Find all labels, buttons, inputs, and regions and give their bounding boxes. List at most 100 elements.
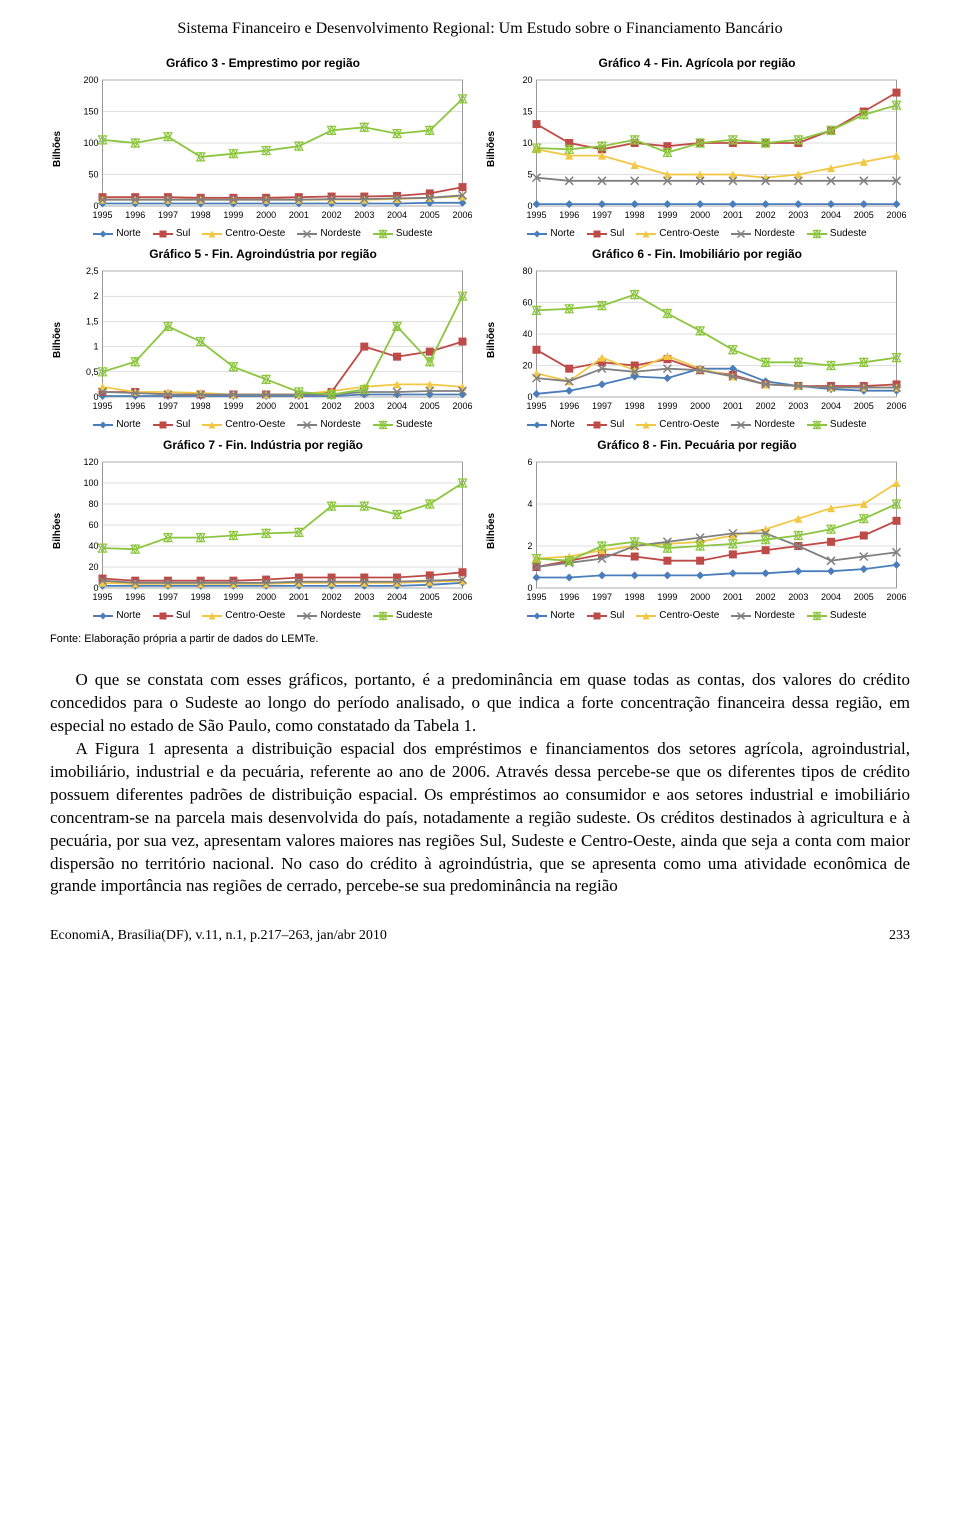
svg-text:2006: 2006 — [886, 210, 906, 220]
svg-text:2006: 2006 — [886, 401, 906, 411]
legend-label: Norte — [116, 228, 140, 239]
legend-marker-icon — [93, 420, 113, 430]
legend-label: Nordeste — [320, 228, 361, 239]
chart-plot-area: 0246199519961997199819992000200120022003… — [499, 456, 910, 606]
chart-plot-area: 0510152019951996199719981999200020012002… — [499, 74, 910, 224]
svg-text:40: 40 — [88, 541, 98, 551]
svg-text:2005: 2005 — [854, 210, 874, 220]
chart-ylabel: Bilhões — [50, 74, 65, 224]
legend-label: Sudeste — [830, 419, 867, 430]
chart-box: Bilhões020406080199519961997199819992000… — [484, 265, 910, 415]
legend-marker-icon — [153, 229, 173, 239]
legend-label: Sul — [610, 610, 624, 621]
svg-text:60: 60 — [522, 298, 532, 308]
chart-title: Gráfico 8 - Fin. Pecuária por região — [484, 438, 910, 452]
svg-text:40: 40 — [522, 329, 532, 339]
svg-text:200: 200 — [83, 75, 98, 85]
legend-marker-icon — [587, 611, 607, 621]
legend-label: Sul — [176, 610, 190, 621]
legend-item-norte: Norte — [93, 610, 140, 621]
chart-svg: 0246199519961997199819992000200120022003… — [499, 456, 910, 606]
svg-text:2000: 2000 — [256, 210, 276, 220]
svg-text:2001: 2001 — [289, 592, 309, 602]
legend-item-sudeste: Sudeste — [807, 228, 867, 239]
svg-text:2004: 2004 — [387, 210, 407, 220]
svg-text:2003: 2003 — [788, 401, 808, 411]
svg-text:20: 20 — [88, 562, 98, 572]
legend-item-centro: Centro-Oeste — [202, 419, 285, 430]
legend-label: Norte — [116, 419, 140, 430]
legend-marker-icon — [202, 611, 222, 621]
svg-text:1,5: 1,5 — [86, 316, 99, 326]
svg-text:2001: 2001 — [289, 210, 309, 220]
legend-label: Centro-Oeste — [659, 228, 719, 239]
legend-marker-icon — [373, 229, 393, 239]
svg-text:1998: 1998 — [191, 401, 211, 411]
legend-item-centro: Centro-Oeste — [636, 228, 719, 239]
svg-text:5: 5 — [527, 170, 532, 180]
legend-item-sudeste: Sudeste — [373, 419, 433, 430]
legend-marker-icon — [587, 420, 607, 430]
legend-label: Nordeste — [320, 419, 361, 430]
chart-svg: 0501001502001995199619971998199920002001… — [65, 74, 476, 224]
svg-text:10: 10 — [522, 138, 532, 148]
svg-text:15: 15 — [522, 107, 532, 117]
legend-label: Centro-Oeste — [659, 419, 719, 430]
chart-legend: NorteSulCentro-OesteNordesteSudeste — [50, 228, 476, 239]
legend-label: Nordeste — [320, 610, 361, 621]
svg-text:2002: 2002 — [322, 210, 342, 220]
chart-svg: 0204060801995199619971998199920002001200… — [499, 265, 910, 415]
chart-plot-area: 0204060801001201995199619971998199920002… — [65, 456, 476, 606]
legend-marker-icon — [93, 229, 113, 239]
svg-text:2,5: 2,5 — [86, 266, 99, 276]
svg-text:1997: 1997 — [592, 210, 612, 220]
svg-text:1995: 1995 — [526, 401, 546, 411]
legend-label: Sul — [176, 419, 190, 430]
chart-title: Gráfico 6 - Fin. Imobiliário por região — [484, 247, 910, 261]
legend-marker-icon — [93, 611, 113, 621]
legend-marker-icon — [373, 611, 393, 621]
legend-item-norte: Norte — [93, 419, 140, 430]
svg-text:1998: 1998 — [191, 210, 211, 220]
legend-item-norte: Norte — [527, 610, 574, 621]
legend-marker-icon — [731, 420, 751, 430]
chart-plot-area: 0204060801995199619971998199920002001200… — [499, 265, 910, 415]
legend-label: Norte — [550, 228, 574, 239]
legend-label: Nordeste — [754, 419, 795, 430]
chart-ylabel: Bilhões — [484, 74, 499, 224]
svg-text:150: 150 — [83, 107, 98, 117]
svg-text:1999: 1999 — [657, 592, 677, 602]
svg-text:2004: 2004 — [821, 210, 841, 220]
legend-item-centro: Centro-Oeste — [202, 610, 285, 621]
chart-legend: NorteSulCentro-OesteNordesteSudeste — [484, 610, 910, 621]
legend-item-nordeste: Nordeste — [297, 610, 361, 621]
legend-label: Centro-Oeste — [225, 419, 285, 430]
svg-text:2006: 2006 — [452, 592, 472, 602]
svg-text:2001: 2001 — [723, 592, 743, 602]
legend-item-centro: Centro-Oeste — [202, 228, 285, 239]
legend-item-nordeste: Nordeste — [297, 419, 361, 430]
legend-item-sudeste: Sudeste — [807, 419, 867, 430]
svg-text:2000: 2000 — [256, 401, 276, 411]
svg-text:2005: 2005 — [420, 210, 440, 220]
svg-text:1999: 1999 — [223, 401, 243, 411]
charts-grid: Gráfico 3 - Emprestimo por regiãoBilhões… — [50, 56, 910, 621]
svg-text:1996: 1996 — [125, 401, 145, 411]
svg-text:20: 20 — [522, 75, 532, 85]
legend-marker-icon — [731, 229, 751, 239]
svg-text:20: 20 — [522, 361, 532, 371]
svg-text:80: 80 — [88, 499, 98, 509]
legend-item-norte: Norte — [527, 419, 574, 430]
body-paragraph: O que se constata com esses gráficos, po… — [50, 669, 910, 738]
legend-item-sudeste: Sudeste — [807, 610, 867, 621]
svg-text:1995: 1995 — [92, 210, 112, 220]
chart-ylabel: Bilhões — [50, 265, 65, 415]
svg-text:2006: 2006 — [452, 210, 472, 220]
svg-text:1999: 1999 — [657, 401, 677, 411]
svg-text:1996: 1996 — [559, 210, 579, 220]
svg-text:2002: 2002 — [756, 401, 776, 411]
legend-item-nordeste: Nordeste — [731, 419, 795, 430]
chart-svg: 0204060801001201995199619971998199920002… — [65, 456, 476, 606]
svg-text:1995: 1995 — [92, 592, 112, 602]
footer-page-number: 233 — [889, 928, 910, 944]
